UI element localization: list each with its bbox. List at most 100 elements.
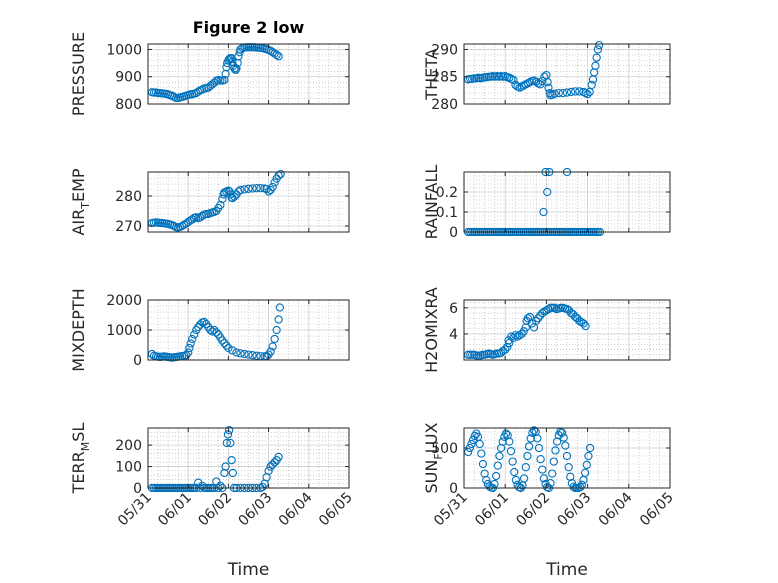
data-point — [230, 192, 239, 201]
y-tick-label: 0.1 — [436, 205, 458, 221]
axes-box — [147, 427, 350, 489]
data-point — [491, 471, 501, 481]
data-point — [234, 187, 243, 196]
data-point — [566, 87, 576, 97]
data-point — [511, 331, 520, 340]
data-point — [212, 328, 221, 337]
x-tick-label: 06/01 — [155, 490, 195, 530]
data-point — [594, 40, 604, 50]
data-point — [220, 75, 229, 85]
data-point — [200, 317, 209, 327]
x-tick-label: 06/03 — [555, 490, 595, 530]
data-point — [579, 319, 588, 328]
series-markers — [147, 43, 283, 103]
data-point — [531, 77, 541, 86]
data-point — [272, 50, 281, 60]
y-tick-label: 290 — [431, 42, 458, 58]
data-point — [523, 314, 533, 323]
data-point — [519, 327, 528, 336]
data-point — [256, 184, 265, 193]
data-point — [275, 303, 285, 312]
data-point — [585, 443, 595, 453]
y-axis-label: H2OMIXRA — [422, 287, 441, 373]
data-point — [593, 45, 603, 54]
series-markers — [463, 303, 590, 361]
data-point — [244, 184, 253, 193]
data-point — [198, 85, 207, 94]
subplot-pressure: 800 900 1000 PRESSURE Figure 2 low — [69, 18, 350, 116]
data-point — [264, 466, 273, 476]
data-point — [169, 221, 179, 231]
x-axis-label: Time — [545, 560, 588, 580]
grid — [463, 171, 671, 233]
y-tick-label: 0 — [133, 481, 142, 497]
axes-box — [463, 427, 671, 489]
grid — [147, 427, 350, 489]
data-point — [225, 425, 234, 435]
data-point — [511, 80, 520, 90]
y-tick-label: 4 — [449, 327, 458, 343]
data-point — [222, 438, 231, 448]
data-point — [513, 332, 522, 341]
data-point — [581, 321, 590, 331]
data-point — [505, 437, 514, 446]
data-point — [470, 431, 479, 441]
data-point — [561, 441, 570, 450]
data-point — [268, 182, 277, 192]
data-point — [529, 426, 539, 435]
data-point — [531, 316, 541, 326]
x-tick-label: 06/05 — [316, 490, 356, 530]
data-point — [227, 455, 236, 465]
data-point — [528, 428, 537, 437]
y-axis-label: RAINFALL — [422, 165, 441, 240]
data-point — [495, 451, 504, 461]
x-tick-label: 06/05 — [637, 490, 677, 530]
data-point — [521, 463, 530, 472]
y-tick-label: 0 — [449, 225, 458, 241]
data-point — [478, 459, 488, 469]
data-point — [188, 215, 197, 224]
data-point — [534, 314, 543, 323]
data-point — [539, 474, 549, 483]
data-point — [507, 332, 516, 341]
subplot-air_temp: 270 280 AIRTEMP — [69, 168, 350, 236]
data-point — [549, 457, 558, 466]
axes-box — [463, 299, 671, 361]
data-point — [527, 319, 537, 328]
data-point — [178, 221, 187, 231]
y-tick-label: 800 — [115, 97, 142, 113]
data-point — [236, 185, 245, 195]
data-point — [270, 334, 279, 344]
y-tick-label: 280 — [431, 97, 458, 113]
y-axis-label: THETA — [422, 48, 441, 100]
data-point — [558, 88, 568, 98]
data-point — [276, 169, 285, 179]
data-point — [475, 439, 484, 449]
data-point — [517, 329, 526, 339]
y-tick-label: 6 — [449, 301, 458, 317]
y-tick-label: 200 — [115, 438, 142, 454]
data-point — [544, 304, 553, 314]
data-point — [274, 452, 283, 462]
data-point — [562, 88, 572, 97]
data-point — [557, 428, 567, 437]
data-point — [526, 434, 535, 443]
data-point — [248, 184, 257, 193]
x-tick-label: 06/01 — [472, 490, 512, 530]
data-point — [228, 468, 237, 478]
data-point — [248, 351, 257, 360]
data-point — [501, 429, 511, 438]
data-point — [467, 439, 476, 449]
data-point — [221, 462, 230, 471]
y-tick-label: 280 — [115, 189, 142, 205]
data-point — [220, 339, 229, 348]
data-point — [493, 461, 502, 470]
data-point — [274, 52, 283, 61]
grid — [463, 43, 671, 105]
data-point — [506, 447, 516, 456]
data-point — [540, 307, 549, 316]
data-point — [232, 64, 241, 73]
